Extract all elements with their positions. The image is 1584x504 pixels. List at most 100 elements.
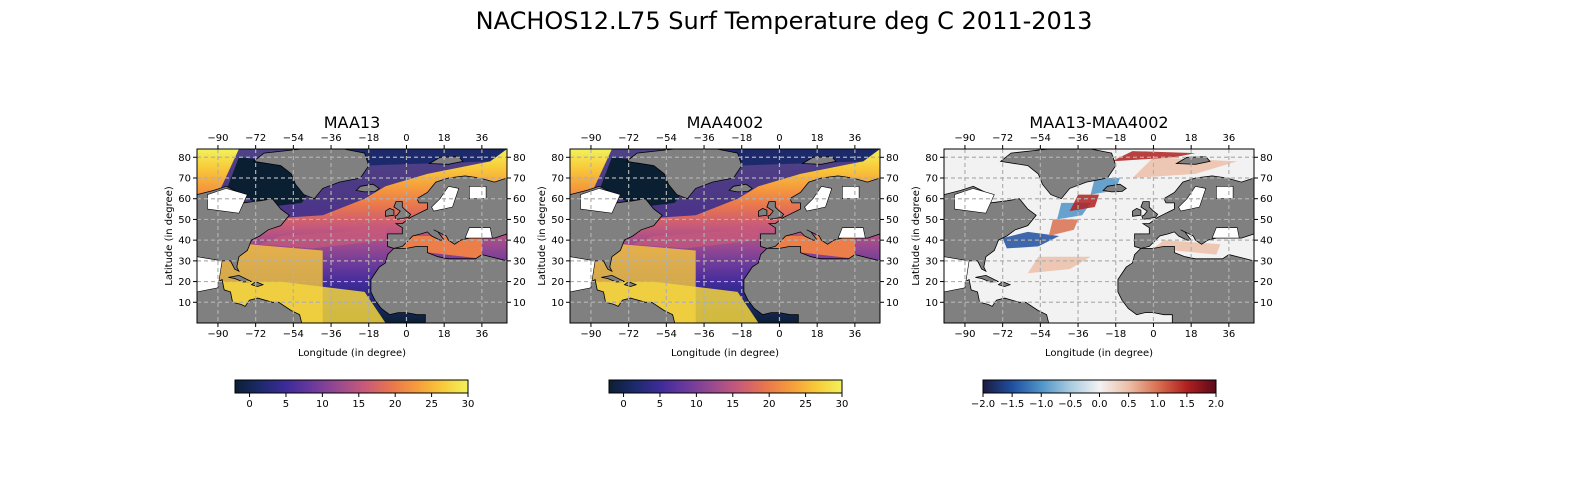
- colorbar-2: 0 5 10 15 20 25 30: [608, 379, 849, 410]
- x-tick-label-top: −54: [1030, 133, 1051, 144]
- land-ic: [728, 183, 753, 193]
- y-tick-label-left: 80: [551, 153, 564, 164]
- x-tick-label-top: −36: [1067, 133, 1088, 144]
- colorbar-tick-label: 5: [657, 399, 663, 410]
- x-tick-label-top: −72: [618, 133, 639, 144]
- map-panel-3: −90 −90 −72 −72 −54 −54 −36 −36 −18 −18 0 0 18 18 36 36…: [911, 113, 1273, 359]
- land-gr: [625, 149, 743, 200]
- unmapped-water: [464, 227, 493, 239]
- grid-lines: [944, 149, 1254, 323]
- x-tick-label-top: −90: [207, 133, 228, 144]
- panel-title: MAA13-MAA4002: [1029, 113, 1168, 132]
- x-tick-label-bottom: 18: [1185, 329, 1198, 340]
- y-tick-label-right: 80: [886, 153, 899, 164]
- colorbar-tick-label: 1.5: [1179, 399, 1195, 410]
- x-tick-label-top: 36: [475, 133, 488, 144]
- colorbar-tick-label: 5: [283, 399, 289, 410]
- x-tick-label-bottom: −90: [207, 329, 228, 340]
- anomaly-region: [1132, 157, 1238, 178]
- x-tick-label-top: 18: [1185, 133, 1198, 144]
- arctic-ocean: [716, 149, 880, 166]
- x-tick-label-bottom: 18: [811, 329, 824, 340]
- unmapped-water: [837, 227, 866, 239]
- y-tick-label-left: 50: [551, 215, 564, 226]
- land-ic: [355, 183, 380, 193]
- unmapped-water: [570, 256, 596, 293]
- y-tick-label-left: 70: [178, 174, 191, 185]
- y-tick-label-left: 50: [925, 215, 938, 226]
- y-tick-label-right: 20: [886, 277, 899, 288]
- x-tick-label-bottom: −54: [283, 329, 304, 340]
- x-axis-label: Longitude (in degree): [1045, 348, 1153, 359]
- y-tick-label-right: 10: [1260, 298, 1273, 309]
- y-tick-label-left: 10: [925, 298, 938, 309]
- y-tick-label-right: 10: [886, 298, 899, 309]
- y-tick-label-right: 20: [1260, 277, 1273, 288]
- x-tick-label-bottom: −72: [245, 329, 266, 340]
- x-tick-label-top: −18: [731, 133, 752, 144]
- arctic-ocean: [343, 149, 507, 166]
- x-tick-label-top: 0: [776, 133, 782, 144]
- land-sv: [1175, 156, 1211, 165]
- y-tick-label-right: 70: [886, 174, 899, 185]
- grid-lines: [197, 149, 507, 323]
- colorbar-tick-label: −2.0: [971, 399, 995, 410]
- land-na: [570, 185, 676, 323]
- y-tick-label-left: 80: [925, 153, 938, 164]
- colorbar-tick-label: 20: [389, 399, 402, 410]
- y-tick-label-left: 50: [178, 215, 191, 226]
- y-tick-label-right: 30: [513, 256, 526, 267]
- land-na: [197, 185, 303, 323]
- x-tick-label-top: −72: [992, 133, 1013, 144]
- y-tick-label-right: 60: [1260, 194, 1273, 205]
- colorbar-tick-label: −1.0: [1029, 399, 1053, 410]
- y-tick-label-left: 30: [925, 256, 938, 267]
- anomaly-region: [1153, 240, 1221, 255]
- y-tick-label-left: 30: [178, 256, 191, 267]
- x-tick-label-bottom: −90: [580, 329, 601, 340]
- x-tick-label-bottom: −54: [656, 329, 677, 340]
- x-tick-label-top: −90: [580, 133, 601, 144]
- y-tick-label-right: 80: [513, 153, 526, 164]
- land-ir: [758, 207, 768, 217]
- x-tick-label-top: −54: [283, 133, 304, 144]
- colorbar-tick-label: 0.0: [1092, 399, 1108, 410]
- map-panel-1: −90 −90 −72 −72 −54 −54 −36 −36 −18 −18 0 0 18 18 36 36…: [164, 113, 526, 359]
- y-tick-label-right: 40: [513, 236, 526, 247]
- x-axis-label: Longitude (in degree): [671, 348, 779, 359]
- y-tick-label-right: 80: [1260, 153, 1273, 164]
- x-tick-label-bottom: −72: [618, 329, 639, 340]
- y-tick-label-right: 50: [886, 215, 899, 226]
- y-tick-label-right: 10: [513, 298, 526, 309]
- colorbar-tick-label: 15: [352, 399, 365, 410]
- y-axis-label: Latitude (in degree): [164, 186, 175, 286]
- x-tick-label-top: −36: [693, 133, 714, 144]
- panel-title: MAA13: [324, 113, 381, 132]
- map-panel-2: −90 −90 −72 −72 −54 −54 −36 −36 −18 −18 0 0 18 18 36 36…: [537, 113, 899, 359]
- unmapped-water: [1216, 186, 1234, 199]
- x-tick-label-bottom: −90: [954, 329, 975, 340]
- colorbar-tick-label: 30: [836, 399, 849, 410]
- x-tick-label-top: 18: [438, 133, 451, 144]
- x-tick-label-bottom: 36: [1222, 329, 1235, 340]
- x-tick-label-top: 36: [848, 133, 861, 144]
- colorbar-tick-label: 25: [425, 399, 438, 410]
- anomaly-region: [1048, 219, 1079, 236]
- x-tick-label-bottom: 0: [1150, 329, 1156, 340]
- map-area: [197, 149, 507, 323]
- colorbar-gradient: [982, 379, 1217, 394]
- y-tick-label-left: 10: [178, 298, 191, 309]
- colorbar-tick-label: 10: [690, 399, 703, 410]
- y-tick-label-left: 40: [178, 236, 191, 247]
- x-tick-label-top: 18: [811, 133, 824, 144]
- land-sv: [801, 156, 837, 165]
- y-axis-label: Latitude (in degree): [537, 186, 548, 286]
- land-gr: [252, 149, 370, 200]
- grid-lines: [570, 149, 880, 323]
- y-tick-label-left: 40: [925, 236, 938, 247]
- land-sv: [428, 156, 464, 165]
- x-tick-label-bottom: −18: [1105, 329, 1126, 340]
- y-tick-label-right: 20: [513, 277, 526, 288]
